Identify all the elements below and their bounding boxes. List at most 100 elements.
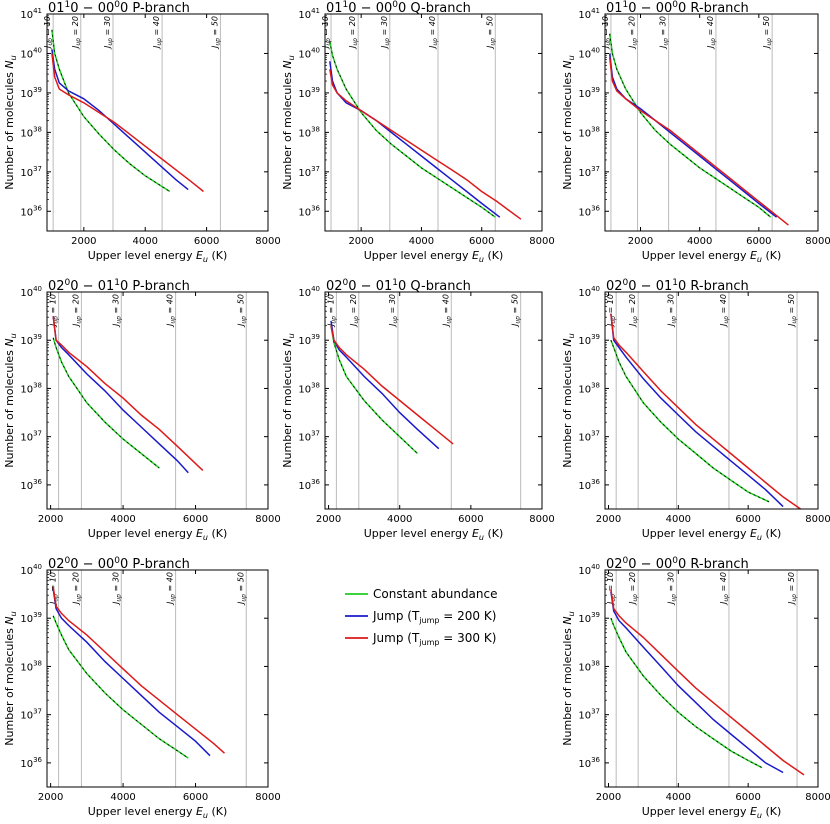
j-up-label: Jup = 40: [719, 294, 730, 328]
y-tick-label: 1039: [578, 611, 600, 625]
y-axis-label: Number of molecules Nu: [3, 55, 18, 189]
y-tick-label: 1040: [578, 563, 600, 577]
panel-title: 0200 − 0000 P-branch: [48, 556, 190, 572]
y-tick-label: 1038: [578, 659, 600, 673]
y-tick-label: 1040: [298, 46, 320, 60]
x-tick-label: 6000: [746, 236, 771, 247]
chart-panel-8: Jup = 10 Jup = 20 Jup = 30 Jup = 40 Jup = 50…: [561, 556, 830, 820]
y-tick-label: 1040: [20, 285, 42, 299]
j-up-label: Jup = 10: [326, 294, 337, 328]
series-line-constant: [330, 325, 419, 455]
series-line-constant: [52, 615, 189, 759]
j-up-label: Jup = 40: [441, 294, 452, 328]
plot-frame: [46, 569, 269, 788]
series-line-jump200: [330, 320, 440, 450]
panel-title: 0110 − 0000 Q-branch: [326, 0, 471, 16]
constant-dash-overlay: [609, 33, 771, 218]
x-tick-label: 8000: [805, 792, 830, 803]
x-tick-label: 4000: [409, 236, 434, 247]
y-axis-label: Number of molecules Nu: [3, 611, 18, 745]
x-tick-label: 8000: [255, 514, 280, 525]
plot-frame: [46, 291, 269, 510]
y-tick-label: 1038: [298, 381, 320, 395]
x-tick-label: 2000: [38, 792, 63, 803]
series-line-jump200: [329, 61, 501, 218]
y-tick-label: 1041: [20, 7, 42, 21]
j-up-label: Jup = 30: [667, 572, 678, 606]
x-tick-label: 2000: [348, 236, 373, 247]
constant-dash-overlay: [610, 340, 770, 503]
y-tick-label: 1039: [578, 86, 600, 100]
series-line-jump200: [51, 49, 189, 191]
panel-title: 0200 − 0110 P-branch: [48, 278, 190, 294]
j-up-label: Jup = 40: [166, 572, 177, 606]
j-up-label: Jup = 50: [787, 294, 798, 328]
x-tick-label: 2000: [596, 514, 621, 525]
y-tick-label: 1037: [298, 165, 320, 179]
series-line-constant: [608, 33, 772, 218]
y-tick-label: 1039: [298, 86, 320, 100]
j-up-label: Jup = 30: [103, 16, 114, 50]
plot-frame: [604, 291, 819, 510]
chart-panel-4: Jup = 10 Jup = 20 Jup = 30 Jup = 40 Jup = 50…: [3, 278, 281, 542]
y-tick-label: 1036: [20, 204, 42, 218]
x-tick-label: 8000: [255, 792, 280, 803]
x-axis-label: Upper level energy Eu (K): [364, 527, 504, 542]
j-up-label: Jup = 50: [485, 16, 496, 50]
legend-entry-1: Constant abundance: [373, 587, 498, 601]
legend: Constant abundance Jump (Tjump = 200 K) Ju…: [345, 587, 498, 647]
plot-frame: [46, 13, 269, 232]
x-tick-label: 8000: [255, 236, 280, 247]
y-tick-label: 1036: [578, 478, 600, 492]
j-up-label: Jup = 40: [428, 16, 439, 50]
series-line-jump200: [52, 589, 211, 757]
x-tick-label: 6000: [735, 792, 760, 803]
j-up-label: Jup = 20: [628, 294, 639, 328]
x-tick-label: 4000: [387, 514, 412, 525]
legend-entry-2: Jump (Tjump = 200 K): [372, 609, 496, 625]
series-line-jump200: [610, 313, 784, 508]
series-line-constant: [610, 339, 770, 503]
constant-dash-overlay: [51, 29, 171, 192]
panel-title: 0200 − 0110 R-branch: [606, 278, 749, 294]
y-tick-label: 1036: [578, 756, 600, 770]
y-tick-label: 1036: [298, 204, 320, 218]
x-tick-label: 6000: [458, 514, 483, 525]
series-line-jump300: [51, 53, 204, 193]
panel-title: 0200 − 0000 R-branch: [606, 556, 749, 572]
x-tick-label: 4000: [666, 792, 691, 803]
y-tick-label: 1040: [298, 285, 320, 299]
y-tick-label: 1036: [20, 478, 42, 492]
y-tick-label: 1041: [578, 7, 600, 21]
y-tick-label: 1038: [298, 125, 320, 139]
series-line-jump300: [610, 589, 805, 776]
series-line-jump300: [610, 313, 801, 510]
chart-panel-6: Jup = 10 Jup = 20 Jup = 30 Jup = 40 Jup = 50…: [561, 278, 830, 542]
y-axis-label: Number of molecules Nu: [281, 333, 296, 467]
j-up-label: Jup = 30: [111, 572, 122, 606]
y-tick-label: 1037: [578, 430, 600, 444]
y-tick-label: 1037: [20, 708, 42, 722]
y-tick-label: 1040: [578, 46, 600, 60]
y-axis-label: Number of molecules Nu: [281, 55, 296, 189]
y-tick-label: 1040: [578, 285, 600, 299]
plot-frame: [604, 13, 819, 232]
j-up-label: Jup = 20: [628, 16, 639, 50]
j-up-label: Jup = 30: [380, 16, 391, 50]
x-axis-label: Upper level energy Eu (K): [88, 805, 228, 820]
j-up-label: Jup = 20: [628, 572, 639, 606]
j-up-label: Jup = 10: [606, 294, 617, 328]
constant-dash-overlay: [52, 337, 160, 469]
j-up-label: Jup = 20: [71, 16, 82, 50]
x-tick-label: 2000: [71, 236, 96, 247]
j-up-label: Jup = 50: [210, 16, 221, 50]
panel-title: 0200 − 0110 Q-branch: [326, 278, 471, 294]
x-axis-label: Upper level energy Eu (K): [88, 527, 228, 542]
x-tick-label: 2000: [596, 792, 621, 803]
series-line-jump200: [610, 591, 784, 774]
y-tick-label: 1038: [20, 381, 42, 395]
y-tick-label: 1037: [578, 165, 600, 179]
x-tick-label: 8000: [805, 514, 830, 525]
y-tick-label: 1039: [298, 333, 320, 347]
chart-panel-5: Jup = 10 Jup = 20 Jup = 30 Jup = 40 Jup = 50…: [281, 278, 555, 542]
